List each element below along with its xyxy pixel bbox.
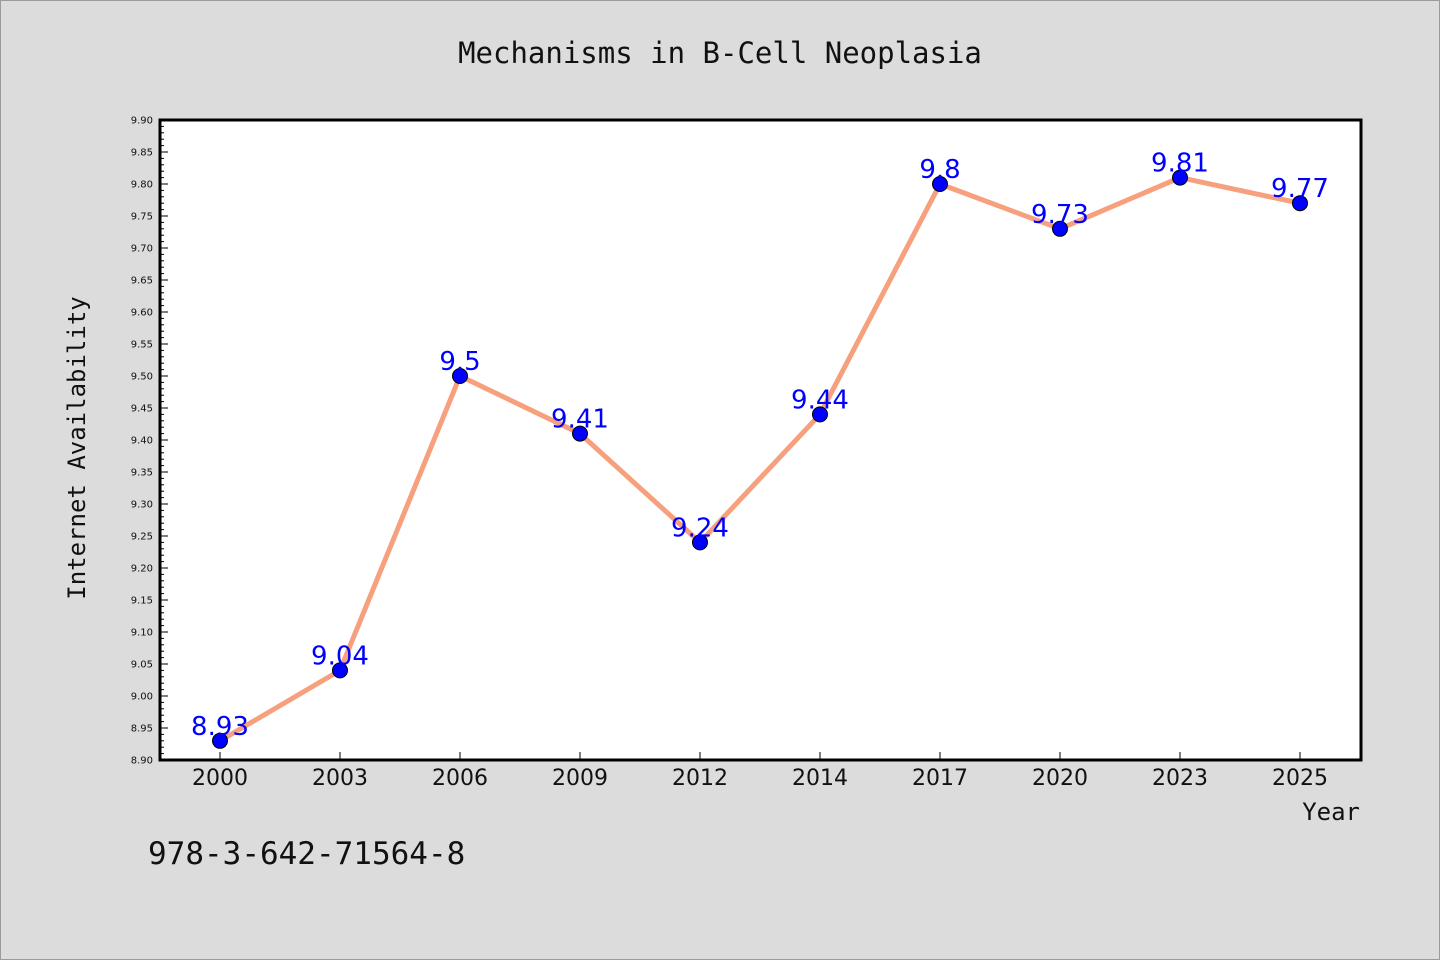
data-point [332, 662, 348, 679]
data-label: 9.8 [919, 155, 960, 185]
data-point [1172, 169, 1188, 186]
y-tick-label: 9.90 [131, 116, 153, 127]
data-point [1052, 220, 1068, 237]
y-tick-label: 9.15 [131, 596, 153, 607]
data-label: 9.41 [551, 405, 609, 435]
data-point [572, 425, 588, 442]
x-tick-label: 2025 [1272, 766, 1328, 791]
data-label: 9.81 [1151, 149, 1209, 179]
y-tick-label: 9.20 [131, 564, 153, 575]
y-tick-label: 9.75 [131, 212, 153, 223]
data-label: 8.93 [191, 712, 249, 742]
y-tick-label: 9.85 [131, 148, 153, 159]
x-tick-label: 2020 [1032, 766, 1088, 791]
data-label: 9.5 [439, 347, 480, 377]
y-tick-label: 8.95 [131, 724, 153, 735]
series-line [217, 175, 1303, 744]
data-label: 9.24 [671, 513, 729, 543]
y-tick-label: 9.45 [131, 404, 153, 415]
data-point [452, 368, 468, 384]
x-tick-label: 2014 [792, 766, 848, 791]
y-tick-label: 9.80 [131, 180, 153, 191]
data-label: 9.04 [311, 641, 369, 671]
y-tick-label: 9.55 [131, 340, 153, 351]
data-point [812, 406, 828, 423]
data-label: 9.77 [1271, 174, 1329, 204]
data-point [932, 176, 948, 192]
y-tick-label: 9.50 [131, 372, 153, 383]
data-point [212, 732, 228, 749]
x-tick-label: 2012 [672, 766, 728, 791]
x-tick-label: 2000 [192, 766, 248, 791]
isbn-text: 978-3-642-71564-8 [148, 836, 465, 872]
chart-title: Mechanisms in B-Cell Neoplasia [458, 36, 982, 70]
series-layer [212, 169, 1308, 749]
y-tick-label: 9.70 [131, 244, 153, 255]
y-tick-label: 8.90 [131, 756, 153, 767]
x-tick-label: 2003 [312, 766, 368, 791]
y-tick-label: 9.40 [131, 436, 153, 447]
data-point [1292, 195, 1308, 212]
plot-area [158, 118, 1363, 762]
y-axis-label: Internet Availability [63, 296, 91, 599]
data-label: 9.44 [791, 385, 849, 415]
data-label: 9.73 [1031, 200, 1089, 230]
y-tick-label: 9.35 [131, 468, 153, 479]
y-axis-ticks: 8.90 8.95 9.00 9.05 9.10 9.15 9.20 9.25 9.30 9.35… [131, 116, 168, 767]
data-point [692, 534, 708, 551]
x-axis-ticks: 2000 2003 2006 2009 2012 2014 2017 2020 2023 2025 [192, 752, 1328, 791]
y-tick-label: 9.65 [131, 276, 153, 287]
y-tick-label: 9.00 [131, 692, 153, 703]
x-tick-label: 2023 [1152, 766, 1208, 791]
data-label-layer: 8.93 9.04 9.5 9.41 9.24 9.44 9.8 9.73 9.81 9.77 [191, 149, 1329, 742]
y-tick-label: 9.25 [131, 532, 153, 543]
x-tick-label: 2006 [432, 766, 488, 791]
y-tick-label: 9.05 [131, 660, 153, 671]
y-tick-label: 9.10 [131, 628, 153, 639]
x-axis-label: Year [1302, 798, 1360, 826]
x-tick-label: 2009 [552, 766, 608, 791]
y-tick-label: 9.60 [131, 308, 153, 319]
y-tick-label: 9.30 [131, 500, 153, 511]
x-tick-label: 2017 [912, 766, 968, 791]
